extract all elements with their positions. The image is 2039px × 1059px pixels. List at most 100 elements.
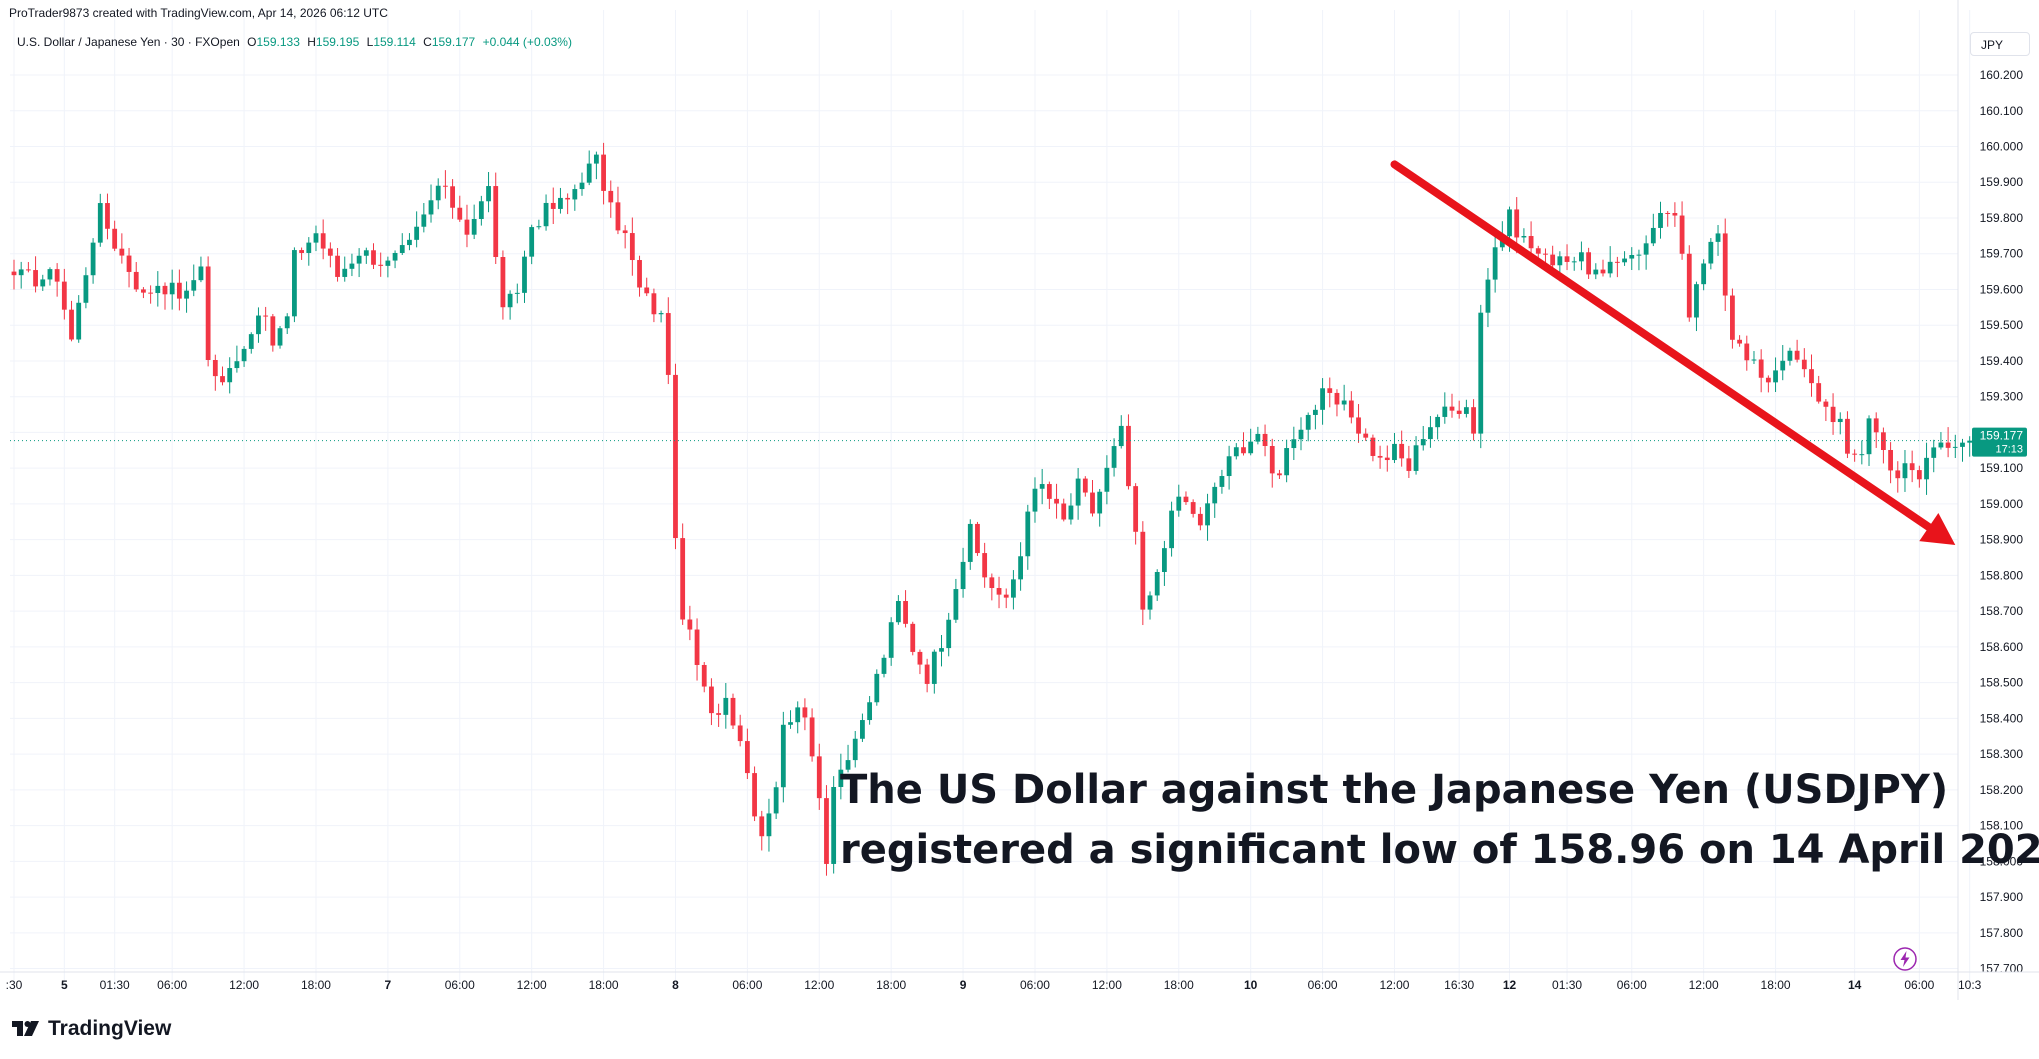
candle-body — [198, 266, 204, 281]
candle — [637, 255, 642, 297]
candle — [1765, 375, 1771, 393]
candle-body — [162, 285, 168, 295]
candle — [809, 708, 815, 762]
candle-body — [996, 588, 1002, 595]
candle — [1413, 436, 1419, 475]
candle — [694, 618, 700, 681]
candle — [1679, 201, 1685, 260]
candle — [665, 297, 671, 385]
candle — [744, 728, 750, 780]
candle — [1758, 349, 1764, 393]
candle-body — [1895, 470, 1901, 479]
candle-body — [471, 218, 477, 235]
candle-body — [1543, 253, 1548, 255]
candle — [1384, 445, 1390, 472]
candle-body — [1658, 212, 1663, 228]
x-tick-label: 12:00 — [1092, 978, 1122, 992]
candle-body — [1794, 350, 1800, 360]
open-label: O — [247, 35, 257, 49]
candle-body — [1111, 446, 1117, 468]
candle — [1722, 218, 1728, 312]
candle-body — [421, 214, 427, 227]
candle — [1442, 392, 1448, 424]
candle-body — [205, 266, 211, 361]
candle-body — [11, 271, 17, 276]
candle-body — [1140, 531, 1146, 610]
candle — [1794, 339, 1800, 363]
candle — [1111, 438, 1117, 477]
candle — [392, 250, 398, 269]
candle-body — [680, 538, 686, 620]
candle-body — [673, 374, 678, 539]
symbol-name[interactable]: U.S. Dollar / Japanese Yen · 30 · FXOpen — [17, 35, 240, 49]
candle-body — [1456, 410, 1462, 414]
tradingview-logo[interactable]: TradingView — [12, 1017, 171, 1041]
candle — [1320, 378, 1325, 425]
candle — [292, 247, 297, 323]
candle — [673, 363, 678, 550]
candle — [241, 346, 247, 367]
candle-body — [212, 360, 218, 377]
candle — [651, 288, 657, 323]
candle — [1348, 391, 1354, 424]
candle — [658, 310, 664, 323]
candle — [176, 269, 182, 311]
candle-body — [284, 316, 290, 329]
candle — [320, 219, 326, 260]
candle-body — [1118, 425, 1124, 447]
y-tick-label: 159.900 — [1980, 175, 2024, 189]
x-tick-label: 06:00 — [1020, 978, 1050, 992]
candle — [25, 262, 31, 273]
candle-body — [1406, 458, 1412, 471]
candle-body — [133, 271, 139, 290]
candle — [1830, 393, 1836, 435]
candle — [148, 285, 154, 304]
y-tick-label: 158.600 — [1980, 640, 2024, 654]
candle-body — [1744, 343, 1750, 361]
candle — [1881, 427, 1886, 464]
candle-body — [105, 203, 110, 229]
candle-body — [982, 553, 988, 578]
candle — [212, 354, 218, 391]
candle — [40, 274, 46, 291]
candle-body — [155, 285, 161, 294]
candle — [550, 187, 556, 224]
candle — [1025, 504, 1031, 570]
candle-body — [780, 724, 786, 788]
candle — [54, 263, 60, 297]
candle-body — [299, 250, 304, 253]
candle-body — [335, 255, 340, 277]
candle-body — [1888, 449, 1893, 471]
author-credit: ProTrader9873 created with TradingView.c… — [9, 6, 388, 20]
candle-body — [895, 601, 901, 623]
candle — [1269, 438, 1275, 488]
candle — [1837, 412, 1843, 435]
price-tag-countdown: 17:13 — [1995, 444, 2023, 456]
currency-selector[interactable]: JPY — [1970, 32, 2030, 56]
candle — [1888, 442, 1893, 484]
candle-body — [1226, 456, 1232, 477]
candle-body — [148, 292, 154, 294]
candle — [1140, 521, 1146, 626]
candle-body — [1701, 263, 1707, 285]
candle-body — [931, 651, 937, 684]
candle-body — [184, 290, 189, 299]
candle-body — [593, 154, 599, 164]
candle-body — [306, 242, 312, 253]
x-tick-label: 06:00 — [157, 978, 187, 992]
candle — [1312, 404, 1318, 430]
candle-body — [1614, 261, 1620, 263]
lightning-icon[interactable] — [1892, 946, 1918, 972]
candle-body — [1557, 256, 1563, 266]
candle-body — [356, 255, 362, 264]
candle — [162, 282, 168, 310]
candle-body — [788, 722, 793, 725]
candle — [1039, 468, 1045, 505]
candle-body — [54, 269, 60, 282]
symbol-legend[interactable]: U.S. Dollar / Japanese Yen · 30 · FXOpen… — [17, 35, 572, 49]
candle — [1931, 439, 1937, 473]
candle-body — [1284, 448, 1290, 476]
candle — [1277, 469, 1282, 479]
candle — [1643, 235, 1649, 270]
candle-body — [1169, 510, 1174, 549]
